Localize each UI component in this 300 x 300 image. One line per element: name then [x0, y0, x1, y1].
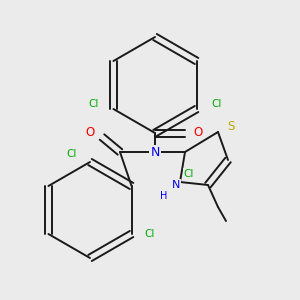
Text: N: N — [150, 146, 160, 158]
Text: Cl: Cl — [184, 169, 194, 179]
Text: O: O — [85, 125, 94, 139]
Text: Cl: Cl — [144, 229, 155, 239]
Text: Cl: Cl — [88, 99, 99, 109]
Text: O: O — [194, 125, 202, 139]
Text: Cl: Cl — [212, 99, 222, 109]
Text: Cl: Cl — [67, 149, 77, 159]
Text: H: H — [160, 191, 168, 201]
Text: S: S — [227, 119, 235, 133]
Text: N: N — [172, 180, 180, 190]
